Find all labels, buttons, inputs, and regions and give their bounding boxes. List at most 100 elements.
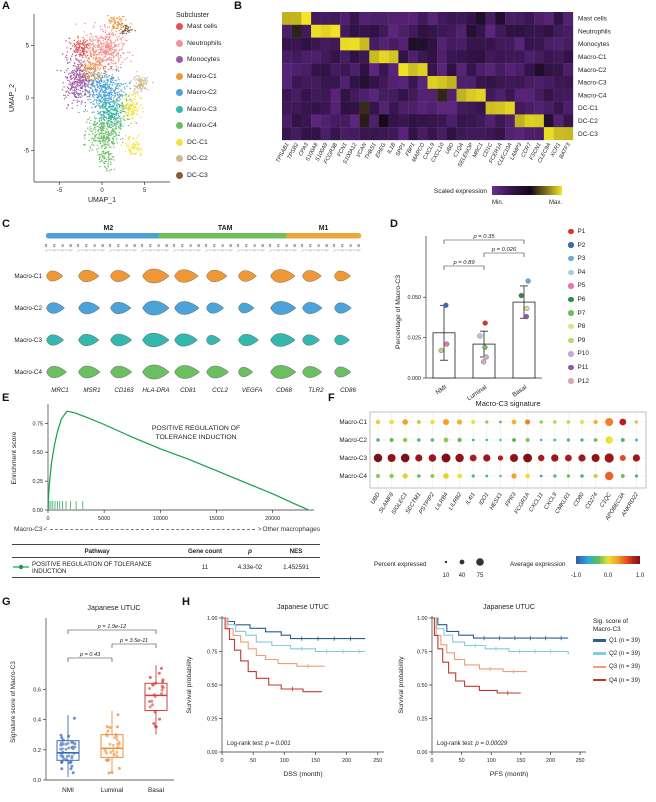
patient-legend-item: P4 <box>568 269 652 276</box>
subcluster-legend-item: Macro-C3 <box>176 105 232 113</box>
series-name: Q4 (n = 39) <box>609 676 640 684</box>
patient-color-dot <box>568 269 574 276</box>
svg-text:FPR3: FPR3 <box>505 491 518 507</box>
svg-text:HESX1: HESX1 <box>489 492 504 511</box>
cluster-color-dot <box>176 89 183 96</box>
svg-text:TLR2: TLR2 <box>308 387 324 394</box>
svg-text:0.50: 0.50 <box>33 450 44 456</box>
km-curve <box>222 617 366 653</box>
box-group <box>56 715 80 777</box>
svg-text:FBP1: FBP1 <box>405 142 417 157</box>
svg-text:Macro-C2: Macro-C2 <box>578 67 607 74</box>
km-tick-labels: 1.00 0.75 0.50 0.25 0.000 50 100 150 200 250 <box>417 616 585 764</box>
dotplot-labels: Macro-C1Macro-C2Macro-C3Macro-C4UBDSLAMF… <box>339 419 640 522</box>
col-nes: NES <box>272 544 320 558</box>
patient-name: P4 <box>577 268 586 276</box>
svg-text:2: 2 <box>245 243 248 248</box>
gsea-plot: 0.00 0.25 0.50 0.75 0 5000 10000 15000 20000 Enri… <box>11 404 314 522</box>
patient-name: P3 <box>577 255 586 263</box>
svg-text:5000: 5000 <box>98 516 110 522</box>
umap-tick-labels: -5 0 5 -5 0 5 UMAP_1 UMAP_2 <box>9 44 147 205</box>
dashed-line <box>50 529 255 530</box>
series-color-line <box>593 678 606 682</box>
svg-text:Signature score of Macro-C3: Signature score of Macro-C3 <box>10 661 17 743</box>
patient-name: P12 <box>577 377 589 385</box>
svg-text:2: 2 <box>277 243 280 248</box>
svg-text:2: 2 <box>213 243 216 248</box>
svg-text:UBD: UBD <box>445 142 456 155</box>
svg-text:TAM: TAM <box>218 225 233 232</box>
svg-text:4: 4 <box>285 243 288 248</box>
patient-name: P1 <box>577 228 586 235</box>
panel-label-d: D <box>390 218 398 230</box>
svg-text:p = 1.9e-12: p = 1.9e-12 <box>97 624 127 630</box>
svg-text:0.50: 0.50 <box>417 683 428 689</box>
svg-text:0: 0 <box>205 243 208 248</box>
svg-text:CD68: CD68 <box>276 387 292 394</box>
svg-text:2: 2 <box>117 243 120 248</box>
patient-legend-item: P12 <box>568 378 652 385</box>
cluster-color-dot <box>176 122 183 129</box>
svg-text:MRC1: MRC1 <box>51 387 69 394</box>
dotplot-grid <box>370 412 646 488</box>
cluster-name: Macro-C3 <box>187 105 217 113</box>
svg-text:0.25: 0.25 <box>33 479 44 485</box>
svg-text:4: 4 <box>61 243 64 248</box>
svg-text:0: 0 <box>141 243 144 248</box>
svg-text:0.25: 0.25 <box>207 717 218 723</box>
km-curve <box>222 617 366 640</box>
svg-text:4: 4 <box>157 243 160 248</box>
svg-text:0: 0 <box>77 243 80 248</box>
col-p: p <box>228 544 272 558</box>
cluster-name: Neutrophils <box>187 39 222 47</box>
km-legend-item: Q1 (n = 39) <box>593 637 655 644</box>
svg-text:0.75: 0.75 <box>33 421 44 427</box>
panel-label-h: H <box>182 596 190 608</box>
svg-text:5: 5 <box>143 188 147 194</box>
cluster-name: Macro-C4 <box>187 122 217 129</box>
svg-text:UBD: UBD <box>370 492 382 506</box>
cluster-color-dot <box>176 138 183 146</box>
svg-text:4: 4 <box>125 243 128 248</box>
svg-text:6: 6 <box>261 243 264 248</box>
svg-text:6: 6 <box>197 243 200 248</box>
svg-text:CD163: CD163 <box>114 387 134 394</box>
arrow-right-icon: > <box>257 526 262 533</box>
svg-text:Macro-C3 signature: Macro-C3 signature <box>476 399 541 408</box>
cluster-name: DC-C2 <box>187 155 208 162</box>
cluster-color-dot <box>176 72 183 80</box>
patient-legend-item: P7 <box>568 310 652 317</box>
svg-text:CD274: CD274 <box>585 492 600 510</box>
svg-text:0: 0 <box>333 243 336 248</box>
km-axes <box>219 616 384 755</box>
svg-text:C1QC: C1QC <box>599 491 613 509</box>
svg-text:15000: 15000 <box>209 516 224 522</box>
svg-text:6: 6 <box>325 243 328 248</box>
svg-text:0.0: 0.0 <box>33 778 41 784</box>
svg-text:40: 40 <box>459 573 466 579</box>
svg-text:Max.: Max. <box>549 200 562 206</box>
svg-text:0.50: 0.50 <box>207 683 218 689</box>
umap-axes <box>31 14 170 185</box>
panel-label-b: B <box>234 0 242 12</box>
svg-text:DSS (month): DSS (month) <box>283 771 322 778</box>
gsea-axes <box>45 404 314 513</box>
patient-color-dot <box>568 228 574 235</box>
km-legend-item: Q3 (n = 39) <box>593 663 655 670</box>
signature-score-boxplot: Japanese UTUC 0.0 0.2 0.4 0.6 NMI Luminal Basal… <box>10 603 174 794</box>
svg-text:2: 2 <box>53 243 56 248</box>
svg-text:MSR1: MSR1 <box>83 387 100 394</box>
km-legend: Sig. score of Macro-C3 Q1 (n = 39) Q2 (n … <box>593 618 655 690</box>
patient-color-dot <box>568 378 574 384</box>
svg-text:4: 4 <box>221 243 224 248</box>
svg-text:0.0: 0.0 <box>604 573 613 579</box>
svg-text:CCL2: CCL2 <box>212 387 228 394</box>
svg-text:0.025: 0.025 <box>408 336 422 342</box>
cluster-color-dot <box>176 39 183 47</box>
scaled-expression-colorbar <box>492 186 562 195</box>
svg-text:Enrichment score: Enrichment score <box>11 431 18 484</box>
svg-text:Percent expressed: Percent expressed <box>374 561 427 568</box>
svg-text:-1.0: -1.0 <box>571 573 582 579</box>
svg-text:200: 200 <box>546 758 555 764</box>
